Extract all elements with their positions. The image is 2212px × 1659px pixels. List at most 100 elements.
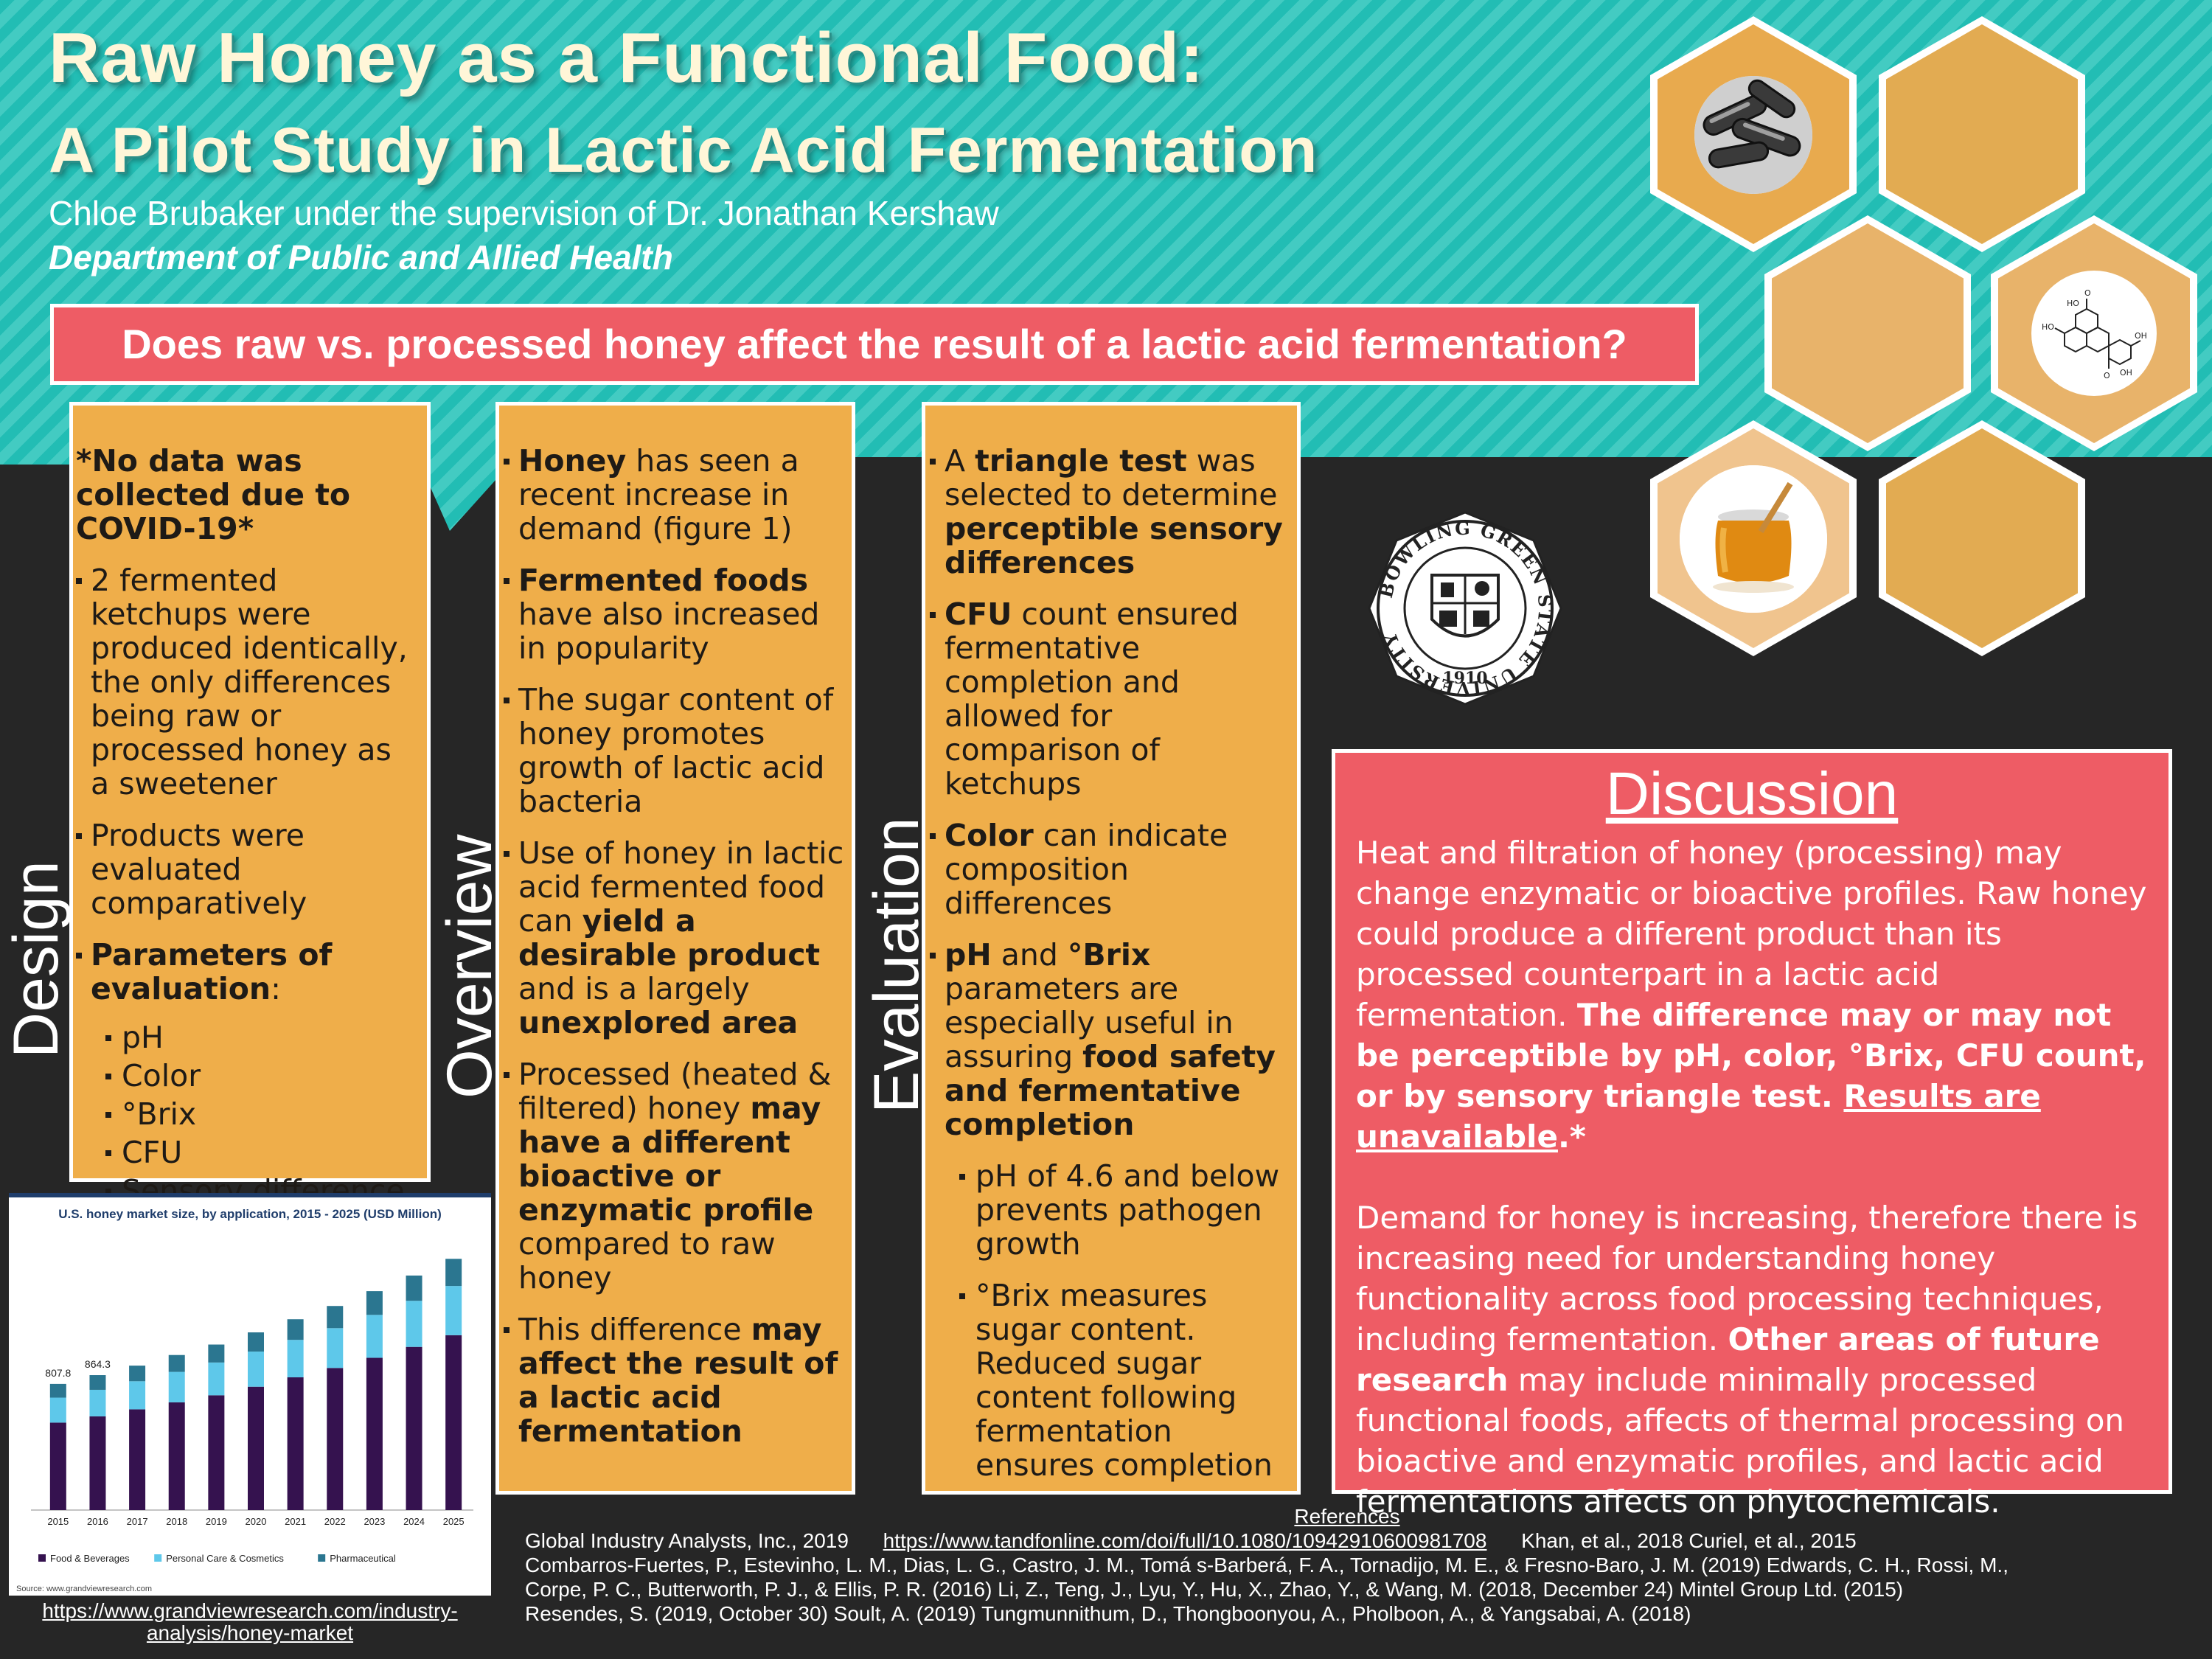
chart-bar-pharmaceutical-2025	[445, 1259, 462, 1287]
overview-column: Honey has seen a recent increase in dema…	[495, 402, 855, 1495]
evaluation-sub-bullet: pH of 4.6 and below prevents pathogen gr…	[955, 1159, 1293, 1261]
evaluation-bullet: pH and °Brix parameters are especially u…	[930, 938, 1293, 1141]
bacteria-image-icon	[1694, 76, 1812, 194]
overview-bullet: Fermented foods have also increased in p…	[504, 563, 849, 665]
chart-x-tick-label: 2015	[47, 1516, 69, 1527]
svg-text:HO: HO	[2042, 322, 2054, 332]
svg-text:O: O	[2084, 288, 2091, 298]
chart-source: Source: www.grandviewresearch.com	[16, 1585, 152, 1593]
department-line: Department of Public and Allied Health	[49, 238, 673, 276]
title-line-1: Raw Honey as a Functional Food:	[49, 18, 1205, 97]
hex-honey-jar	[1650, 420, 1857, 656]
author-line: Chloe Brubaker under the supervision of …	[49, 194, 999, 232]
chart-bar-food-beverages-2024	[406, 1346, 422, 1510]
overview-bullet: This difference may affect the result of…	[504, 1312, 849, 1448]
overview-bullet: Processed (heated & filtered) honey may …	[504, 1057, 849, 1295]
evaluation-bullet: CFU count ensured fermentative completio…	[930, 597, 1293, 801]
hex-plain-1	[1879, 16, 2085, 252]
chart-bar-pharmaceutical-2016	[89, 1375, 106, 1390]
chart-bar-pharmaceutical-2019	[208, 1344, 225, 1363]
chart-bar-food-beverages-2022	[327, 1368, 344, 1510]
chart-legend-swatch	[38, 1554, 46, 1562]
chart-bar-personal-care-cosmetics-2024	[406, 1301, 422, 1347]
chart-x-tick-label: 2019	[206, 1516, 227, 1527]
hex-molecule: HO HO OH OH O O	[1991, 215, 2197, 451]
design-section-label: Design	[1, 860, 72, 1058]
chart-x-tick-label: 2022	[324, 1516, 346, 1527]
chart-bar-food-beverages-2020	[248, 1386, 264, 1510]
chart-bar-pharmaceutical-2020	[248, 1332, 264, 1352]
chart-bar-personal-care-cosmetics-2020	[248, 1352, 264, 1387]
chart-bar-pharmaceutical-2021	[287, 1319, 304, 1340]
chart-bar-personal-care-cosmetics-2017	[129, 1381, 146, 1410]
hex-plain-3	[1879, 420, 2085, 656]
chart-bar-personal-care-cosmetics-2022	[327, 1328, 344, 1368]
chart-bar-personal-care-cosmetics-2015	[49, 1397, 66, 1423]
svg-text:O: O	[2104, 371, 2110, 380]
research-question-banner: Does raw vs. processed honey affect the …	[50, 304, 1699, 385]
chart-bar-personal-care-cosmetics-2023	[366, 1315, 383, 1358]
bacteria-icon	[1694, 76, 1812, 194]
reference-link[interactable]: https://www.tandfonline.com/doi/full/10.…	[883, 1529, 1487, 1552]
chart-legend-swatch	[154, 1554, 162, 1562]
design-column: *No data was collected due to COVID-19* …	[69, 402, 431, 1208]
reference-line: Corpe, P. C., Butterworth, P. J., & Elli…	[525, 1578, 1904, 1601]
chart-bar-food-beverages-2017	[129, 1409, 146, 1510]
chart-source-link[interactable]: https://www.grandviewresearch.com/indust…	[42, 1599, 458, 1644]
university-seal: BOWLING GREEN STATE UNIVERSITY 1910	[1368, 511, 1562, 706]
discussion-body: Heat and filtration of honey (processing…	[1356, 832, 2160, 1562]
honey-market-chart: U.S. honey market size, by application, …	[9, 1193, 491, 1596]
chart-x-tick-label: 2017	[127, 1516, 148, 1527]
evaluation-bullet: A triangle test was selected to determin…	[930, 444, 1293, 580]
chart-bar-personal-care-cosmetics-2025	[445, 1286, 462, 1335]
chart-x-tick-label: 2018	[166, 1516, 187, 1527]
molecule-image: HO HO OH OH O O	[2031, 271, 2157, 396]
chart-bar-food-beverages-2025	[445, 1335, 462, 1510]
references-title: References	[1294, 1505, 1400, 1528]
reference-line: Global Industry Analysts, Inc., 2019 htt…	[525, 1529, 1857, 1552]
design-bullet: Products were evaluated comparatively	[76, 818, 420, 920]
evaluation-sub-bullet: °Brix measures sugar content. Reduced su…	[955, 1279, 1293, 1482]
hex-bacteria	[1650, 16, 1857, 252]
chart-legend-swatch	[318, 1554, 326, 1562]
chart-bar-food-beverages-2015	[49, 1422, 66, 1510]
covid-note: *No data was collected due to COVID-19*	[76, 443, 351, 546]
chart-bar-pharmaceutical-2022	[327, 1306, 344, 1329]
svg-text:HO: HO	[2067, 299, 2079, 308]
chart-title: U.S. honey market size, by application, …	[58, 1207, 442, 1221]
chart-bar-pharmaceutical-2023	[366, 1291, 383, 1315]
chart-bar-food-beverages-2021	[287, 1377, 304, 1510]
parameter-item: pH	[101, 1020, 420, 1054]
chart-x-tick-label: 2016	[87, 1516, 108, 1527]
evaluation-column: A triangle test was selected to determin…	[922, 402, 1301, 1495]
chart-x-tick-label: 2021	[285, 1516, 306, 1527]
honey-jar-image	[1680, 465, 1827, 613]
chart-x-tick-label: 2023	[364, 1516, 385, 1527]
research-question: Does raw vs. processed honey affect the …	[122, 321, 1627, 367]
chart-bar-food-beverages-2016	[89, 1416, 106, 1510]
discussion-title: Discussion	[1605, 760, 1899, 827]
chart-data-label: 807.8	[45, 1367, 71, 1379]
chart-x-tick-label: 2020	[246, 1516, 267, 1527]
discussion-paragraph-1: Heat and filtration of honey (processing…	[1356, 835, 2147, 1155]
seal-year: 1910	[1442, 669, 1487, 688]
chart-x-tick-label: 2025	[443, 1516, 465, 1527]
chart-legend-label: Pharmaceutical	[330, 1553, 396, 1564]
overview-bullet: Use of honey in lactic acid fermented fo…	[504, 836, 849, 1040]
hex-plain-2	[1764, 215, 1971, 451]
chart-bar-pharmaceutical-2015	[49, 1383, 66, 1398]
svg-text:OH: OH	[2135, 331, 2147, 341]
chart-bar-personal-care-cosmetics-2016	[89, 1389, 106, 1416]
design-bullet: 2 fermented ketchups were produced ident…	[76, 563, 420, 801]
title-line-2: A Pilot Study in Lactic Acid Fermentatio…	[49, 115, 1318, 186]
overview-bullet: The sugar content of honey promotes grow…	[504, 683, 849, 818]
parameter-item: Color	[101, 1059, 420, 1093]
chart-bar-food-beverages-2019	[208, 1395, 225, 1510]
chart-bar-pharmaceutical-2017	[129, 1366, 146, 1382]
chart-bar-personal-care-cosmetics-2018	[168, 1371, 185, 1402]
reference-line: Combarros-Fuertes, P., Estevinho, L. M.,…	[525, 1554, 2008, 1576]
chart-legend-label: Food & Beverages	[50, 1553, 130, 1564]
chart-data-label: 864.3	[85, 1358, 111, 1370]
chart-bar-pharmaceutical-2018	[168, 1354, 185, 1372]
